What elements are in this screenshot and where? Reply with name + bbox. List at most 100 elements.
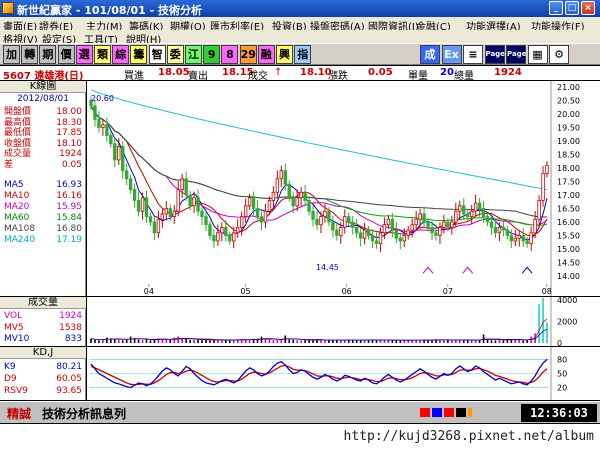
toolbar-button-23[interactable]: ⚙ [549, 45, 569, 64]
volume-bar [185, 339, 187, 343]
menu2-item-0[interactable]: 格視(V) [3, 35, 38, 46]
toolbar-button-10[interactable]: 江 [185, 45, 202, 64]
candle-body [438, 226, 442, 236]
candle-body [362, 229, 367, 239]
minimize-button[interactable]: _ [549, 1, 563, 15]
candle-body [529, 232, 533, 245]
toolbar-button-17[interactable]: 成 [420, 45, 440, 64]
toolbar-button-11[interactable]: 9 [203, 45, 221, 64]
toolbar-button-20[interactable]: Page [484, 45, 505, 64]
toolbar-button-15[interactable]: 興 [276, 45, 293, 64]
toolbar-button-4[interactable]: 選 [75, 45, 93, 64]
candle-body [164, 208, 169, 215]
candle-body [339, 226, 343, 236]
maximize-button[interactable]: □ [565, 1, 579, 15]
close-button[interactable]: × [581, 1, 595, 15]
volume-bar [268, 339, 271, 343]
volume-bar [205, 339, 207, 343]
toolbar-button-16[interactable]: 指 [294, 45, 312, 64]
candle-body [509, 235, 514, 242]
ma-label: MA10 [4, 191, 30, 201]
menu2-item-3[interactable]: 說明(H) [126, 35, 162, 46]
volume-bar [343, 339, 346, 343]
volume-bar [419, 340, 421, 343]
volume-bar [447, 339, 449, 343]
menu-item-1[interactable]: 證券(E) [39, 22, 74, 33]
volume-bar [367, 339, 370, 343]
candle-body [275, 178, 280, 193]
toolbar-button-5[interactable]: 類 [94, 45, 111, 64]
kd-stat-row: D9 60.05 [4, 374, 82, 385]
candle-body [406, 229, 410, 236]
toolbar-button-21[interactable]: Page [506, 45, 526, 64]
volume-bar [133, 338, 136, 343]
toolbar-button-3[interactable]: 價 [57, 45, 75, 64]
kline-stat-row: 收盤價 18.10 [4, 139, 82, 150]
kline-stat-value: 18.10 [56, 138, 82, 149]
volume-bar [502, 339, 505, 343]
toolbar-button-1[interactable]: 轉 [21, 45, 39, 64]
candle-body [220, 226, 224, 234]
candle-body [232, 232, 236, 242]
candle-body [212, 235, 216, 242]
volume-bar [506, 339, 509, 343]
bid-label: 買進 [124, 71, 144, 82]
volume-bar [280, 339, 283, 343]
candle-body [430, 226, 434, 234]
kd-chart[interactable]: 80 50 20 [87, 347, 600, 400]
volume-bar [427, 339, 429, 343]
candle-body [255, 208, 260, 218]
toolbar-button-22[interactable]: ▦ [527, 45, 548, 64]
month-label: 07 [443, 287, 453, 296]
menu-item-3[interactable]: 籌碼(K) [129, 22, 164, 33]
toolbar-button-2[interactable]: 期 [39, 45, 57, 64]
volume-bar [415, 340, 417, 343]
price-tick-label: 18.00 [557, 164, 580, 173]
toolbar-button-13[interactable]: 29 [239, 45, 257, 64]
price-chart[interactable]: 21.00 20.50 20.00 19.50 19.00 18.50 18.00 17.50… [87, 81, 600, 296]
candle-body [343, 216, 347, 228]
toolbar-button-18[interactable]: Ex [441, 45, 462, 64]
volume-bar [236, 339, 239, 343]
toolbar-button-0[interactable]: 加 [3, 45, 20, 64]
menu-item-4[interactable]: 期權(O) [170, 22, 206, 33]
toolbar-button-19[interactable]: ≡ [463, 45, 483, 64]
brand-label: 精誠 [7, 407, 32, 421]
menu-item-0[interactable]: 畫面(E) [3, 22, 38, 33]
kline-stat-label: 差 [4, 159, 14, 170]
menu2-item-1[interactable]: 設定(S) [42, 35, 77, 46]
toolbar-button-12[interactable]: 8 [221, 45, 239, 64]
mv10-line [90, 328, 548, 341]
candle-body [216, 232, 220, 242]
volume-bar [169, 339, 172, 343]
menu-item-8[interactable]: 國際資訊(I) [368, 22, 419, 33]
candle-body [358, 232, 363, 239]
candle-body [493, 226, 498, 234]
stock-code-name[interactable]: 5607 遠雄港(日) [3, 71, 84, 82]
volume-bar [217, 339, 219, 343]
volume-bar [439, 340, 441, 343]
total-volume-value: 1924 [494, 67, 522, 78]
menu-item-2[interactable]: 主力(M) [86, 22, 123, 33]
candle-body [485, 216, 490, 223]
menu-item-6[interactable]: 投資(B) [272, 22, 307, 33]
candle-body [537, 200, 541, 220]
toolbar-button-7[interactable]: 籌 [130, 45, 148, 64]
ma-row: MA240 17.19 [4, 235, 82, 246]
menu-item-9[interactable]: 金融(C) [416, 22, 451, 33]
kd-tick-label: 50 [557, 370, 567, 379]
candle-body [525, 240, 529, 244]
menu-item-11[interactable]: 功能操作(F) [531, 22, 585, 33]
menu-item-10[interactable]: 功能選擇(A) [466, 22, 521, 33]
toolbar-button-14[interactable]: 融 [257, 45, 275, 64]
toolbar-button-9[interactable]: 委 [166, 45, 184, 64]
volume-chart[interactable]: 4000 2000 0 [87, 297, 600, 346]
menu-item-7[interactable]: 操盤密碼(A) [310, 22, 365, 33]
menu2-item-2[interactable]: 工具(T) [84, 35, 118, 46]
price-tick-label: 16.00 [557, 218, 580, 227]
vol-stat-label: MV10 [4, 334, 30, 344]
toolbar-button-6[interactable]: 綜 [112, 45, 130, 64]
price-tick-label: 14.00 [557, 272, 580, 281]
toolbar-button-8[interactable]: 智 [148, 45, 166, 64]
menu-item-5[interactable]: 匯市利率(E) [210, 22, 265, 33]
